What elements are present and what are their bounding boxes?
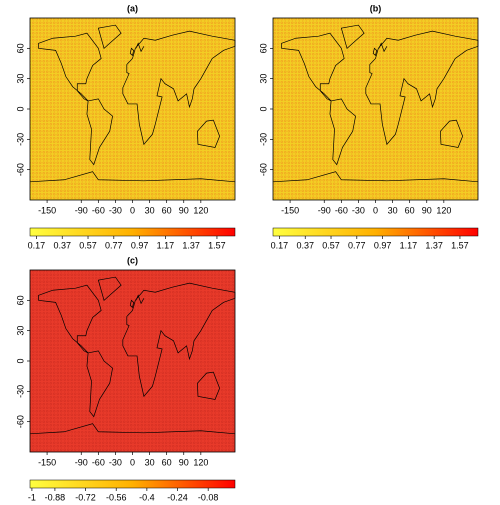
x-tick-label: 60 (162, 205, 172, 215)
y-tick-label: -60 (15, 415, 25, 428)
y-tick-label: 60 (15, 43, 25, 53)
colorbar-label: 0.57 (79, 240, 97, 250)
colorbar (29, 479, 236, 489)
colorbar-label: 0.77 (105, 240, 123, 250)
x-tick-label: -150 (38, 205, 56, 215)
x-tick-label: 90 (179, 457, 189, 467)
x-tick-label: 30 (388, 205, 398, 215)
panel-title: (a) (127, 3, 138, 13)
y-tick-label: 0 (258, 106, 268, 111)
colorbar-label: 1.37 (182, 240, 200, 250)
x-tick-label: 30 (145, 457, 155, 467)
x-tick-label: -30 (109, 205, 122, 215)
x-tick-label: 60 (405, 205, 415, 215)
y-tick-label: 0 (15, 358, 25, 363)
x-tick-label: 90 (422, 205, 432, 215)
colorbar-label: -0.56 (106, 492, 127, 502)
x-tick-label: 90 (179, 205, 189, 215)
x-tick-label: 0 (130, 205, 135, 215)
map-dots (30, 18, 235, 200)
x-tick-label: 120 (436, 205, 451, 215)
y-tick-label: 30 (15, 326, 25, 336)
colorbar-label: 0.37 (296, 240, 314, 250)
colorbar-label: 1.17 (400, 240, 418, 250)
y-tick-label: 0 (15, 106, 25, 111)
colorbar (29, 227, 236, 237)
map-dots (30, 270, 235, 452)
x-tick-label: -30 (109, 457, 122, 467)
y-tick-label: 30 (15, 74, 25, 84)
x-tick-label: -90 (318, 205, 331, 215)
y-tick-label: -30 (15, 385, 25, 398)
colorbar-label: -0.88 (45, 492, 66, 502)
x-tick-label: -90 (75, 205, 88, 215)
colorbar-label: 0.77 (348, 240, 366, 250)
x-tick-label: -150 (38, 457, 56, 467)
x-tick-label: -150 (281, 205, 299, 215)
x-tick-label: 60 (162, 457, 172, 467)
x-tick-label: -60 (92, 457, 105, 467)
colorbar-label: -0.08 (198, 492, 219, 502)
colorbar (272, 227, 479, 237)
colorbar-label: -1 (28, 492, 36, 502)
x-tick-label: 120 (193, 457, 208, 467)
colorbar-label: 0.37 (53, 240, 71, 250)
x-tick-label: 0 (130, 457, 135, 467)
colorbar-label: 0.17 (28, 240, 46, 250)
y-tick-label: 30 (258, 74, 268, 84)
colorbar-label: 1.57 (451, 240, 469, 250)
colorbar-label: 0.97 (374, 240, 392, 250)
y-tick-label: -30 (15, 133, 25, 146)
x-tick-label: -60 (335, 205, 348, 215)
colorbar-label: 0.17 (271, 240, 289, 250)
x-tick-label: -90 (75, 457, 88, 467)
y-tick-label: -60 (258, 163, 268, 176)
colorbar-label: 1.17 (157, 240, 175, 250)
y-tick-label: 60 (15, 295, 25, 305)
y-tick-label: -30 (258, 133, 268, 146)
panel-title: (c) (127, 255, 138, 265)
map-dots (273, 18, 478, 200)
x-tick-label: -30 (352, 205, 365, 215)
colorbar-label: -0.72 (75, 492, 96, 502)
x-tick-label: 0 (373, 205, 378, 215)
y-tick-label: -60 (15, 163, 25, 176)
colorbar-label: 0.57 (322, 240, 340, 250)
panel-title: (b) (370, 3, 382, 13)
y-tick-label: 60 (258, 43, 268, 53)
x-tick-label: -60 (92, 205, 105, 215)
colorbar-label: -0.24 (167, 492, 188, 502)
colorbar-label: 1.57 (208, 240, 226, 250)
x-tick-label: 120 (193, 205, 208, 215)
x-tick-label: 30 (145, 205, 155, 215)
colorbar-label: -0.4 (139, 492, 155, 502)
colorbar-label: 1.37 (425, 240, 443, 250)
colorbar-label: 0.97 (131, 240, 149, 250)
